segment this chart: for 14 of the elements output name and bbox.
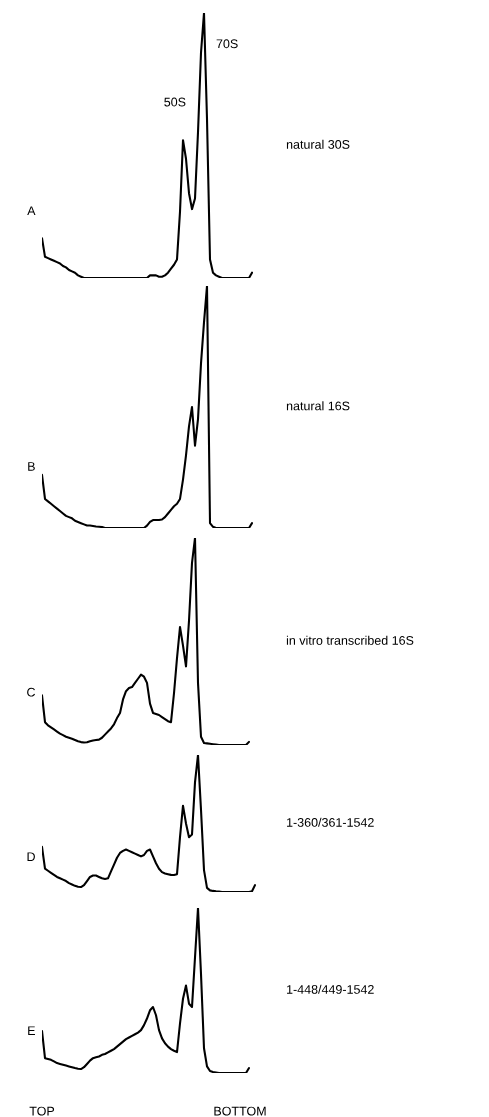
text: D bbox=[27, 852, 35, 861]
text: natural 16S bbox=[286, 401, 350, 411]
text: in vitro transcribed 16S bbox=[286, 635, 414, 645]
x-tick-label: TOP bbox=[29, 1106, 55, 1116]
text: B bbox=[28, 462, 35, 471]
text: C bbox=[27, 687, 36, 697]
annotation: 50S bbox=[164, 97, 186, 107]
text: E bbox=[28, 1026, 35, 1035]
text: 1-448/449-1542 bbox=[287, 984, 374, 994]
text: A bbox=[27, 206, 36, 215]
annotation: 70S bbox=[216, 39, 238, 49]
x-tick-label: BOTTOM bbox=[214, 1106, 266, 1116]
text: 1-360/361-1542 bbox=[287, 817, 374, 827]
text: natural 30S bbox=[286, 139, 350, 149]
